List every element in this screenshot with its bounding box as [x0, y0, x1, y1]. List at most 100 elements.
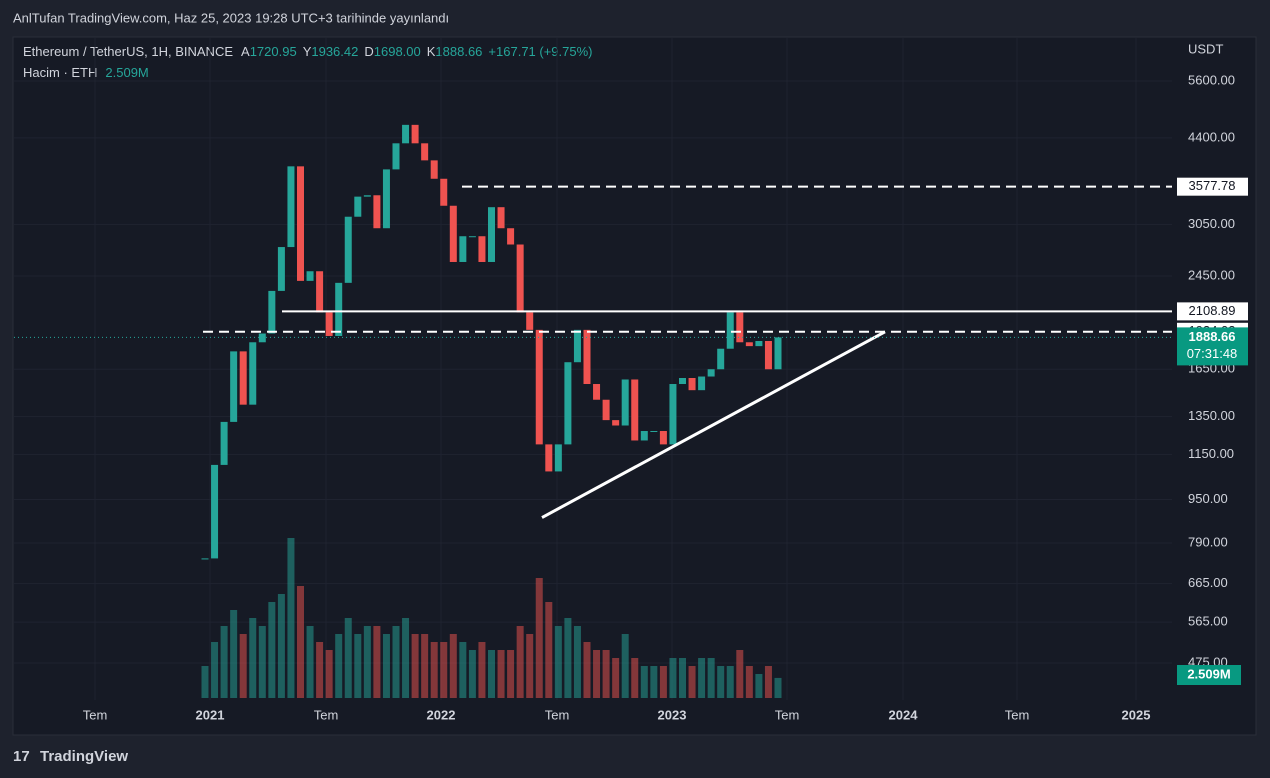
volume-bar — [612, 658, 620, 698]
volume-bar — [459, 642, 467, 698]
candle — [354, 196, 362, 217]
volume-bar — [631, 658, 639, 698]
candle — [344, 216, 352, 283]
time-tick-label: Tem — [775, 707, 800, 722]
volume-label: Hacim · ETH — [23, 65, 97, 80]
candle — [316, 271, 324, 313]
candle — [449, 205, 457, 262]
volume-bar — [239, 634, 247, 698]
time-tick-label: 2024 — [889, 707, 919, 722]
volume-bar — [325, 650, 333, 698]
candle — [306, 271, 314, 281]
volume-bar — [297, 586, 304, 698]
candle — [392, 143, 400, 170]
candle — [764, 341, 772, 370]
ohlc-key: Y — [303, 44, 312, 59]
volume-bar — [201, 666, 209, 698]
last-price-label: 1888.66 — [1189, 329, 1236, 344]
level-tag-label: 2108.89 — [1189, 303, 1236, 318]
candle — [488, 207, 495, 262]
published-line: AnlTufan TradingView.com, Haz 25, 2023 1… — [13, 10, 449, 25]
ohlc-value: 1698.00 — [374, 44, 421, 59]
candle — [564, 362, 572, 445]
candle — [698, 376, 706, 391]
time-tick-label: Tem — [545, 707, 570, 722]
price-tick-label: 1150.00 — [1188, 446, 1234, 461]
volume-bar — [526, 634, 534, 698]
candle — [239, 351, 247, 405]
candle — [669, 384, 677, 445]
candle — [497, 207, 505, 229]
candle — [679, 377, 686, 385]
volume-bar — [354, 634, 362, 698]
volume-bar — [583, 642, 591, 698]
volume-bar — [306, 626, 314, 698]
candle — [230, 351, 238, 422]
candle — [277, 247, 285, 291]
volume-tag-label: 2.509M — [1187, 666, 1230, 681]
volume-bar — [764, 666, 772, 698]
volume-bar — [535, 578, 543, 698]
price-tick-label: 950.00 — [1188, 491, 1228, 506]
volume-bar — [736, 650, 744, 698]
level-tag-label: 3577.78 — [1189, 178, 1236, 193]
volume-bar — [745, 666, 753, 698]
volume-tag — [1177, 665, 1241, 685]
candle — [593, 384, 601, 400]
footer-brand: TradingView — [40, 748, 128, 765]
candle — [363, 195, 371, 197]
volume-bar — [679, 658, 686, 698]
volume-bar — [382, 634, 390, 698]
volume-bar — [688, 666, 696, 698]
candle — [373, 195, 381, 229]
candle — [411, 124, 419, 144]
volume-bar — [440, 642, 448, 698]
ohlc-value: 1888.66 — [435, 44, 482, 59]
volume-bar — [621, 634, 629, 698]
volume-legend: Hacim · ETH 2.509M — [23, 65, 149, 80]
price-tick-label: 565.00 — [1188, 614, 1228, 629]
candle — [621, 379, 629, 426]
volume-bar — [659, 666, 667, 698]
candle — [583, 329, 591, 385]
volume-value: 2.509M — [105, 65, 148, 80]
candle — [688, 377, 696, 391]
symbol-line: Ethereum / TetherUS, 1H, BINANCE A1720.95… — [23, 44, 593, 59]
volume-bar — [258, 626, 266, 698]
candle — [201, 558, 209, 560]
ohlc-key: D — [364, 44, 373, 59]
candle — [612, 420, 620, 426]
price-tick-label: 1350.00 — [1188, 408, 1235, 423]
volume-bar — [707, 658, 715, 698]
candle — [726, 312, 734, 349]
price-tick-label: 2450.00 — [1188, 267, 1235, 282]
price-tick-label: 4400.00 — [1188, 129, 1235, 144]
candle — [535, 329, 543, 445]
candle — [516, 244, 524, 313]
countdown: 07:31:48 — [1187, 346, 1238, 361]
candle — [602, 399, 610, 421]
candle — [220, 421, 228, 465]
candle — [335, 282, 343, 336]
candle — [736, 312, 744, 343]
volume-bar — [593, 650, 601, 698]
candle — [468, 236, 476, 238]
level-tag — [1177, 302, 1248, 321]
volume-bar — [249, 618, 257, 698]
candle — [507, 228, 515, 245]
price-unit: USDT — [1188, 41, 1223, 56]
volume-bar — [316, 642, 324, 698]
price-tick-label: 3050.00 — [1188, 216, 1235, 231]
time-tick-label: 2023 — [658, 707, 687, 722]
volume-bar — [335, 634, 343, 698]
candle — [774, 337, 782, 370]
footer-logo: 17 — [13, 748, 30, 765]
volume-bar — [497, 650, 505, 698]
volume-bar — [507, 650, 515, 698]
volume-bar — [573, 626, 581, 698]
price-tick-label: 665.00 — [1188, 575, 1228, 590]
candle — [631, 379, 639, 441]
volume-bar — [755, 674, 763, 698]
candle — [659, 431, 667, 445]
